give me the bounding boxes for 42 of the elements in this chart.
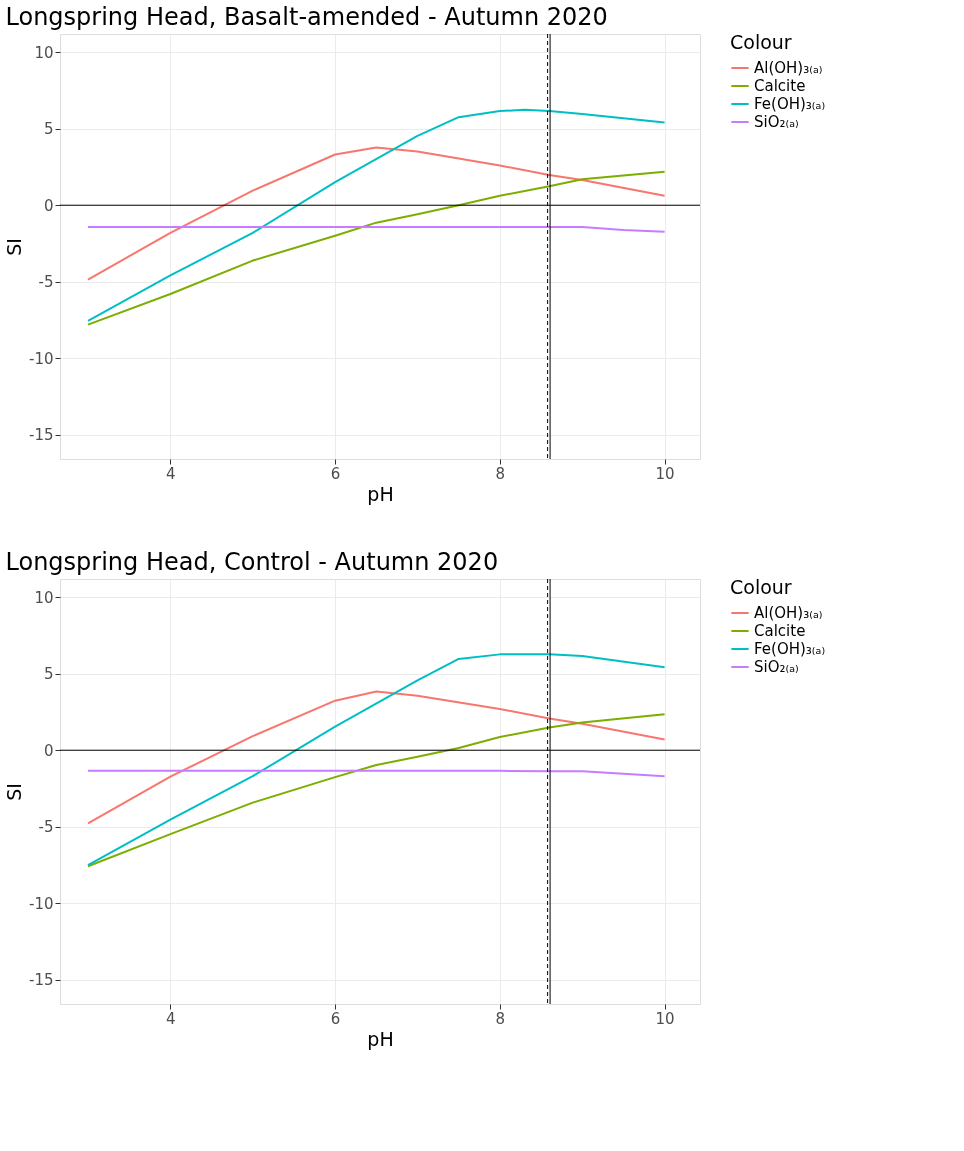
x-axis-title: pH — [367, 482, 394, 505]
legend-label: Calcite — [754, 77, 806, 95]
x-tick-label: 10 — [655, 464, 675, 483]
legend-title: Colour — [730, 576, 792, 598]
line-series — [87, 690, 666, 825]
line-series — [87, 108, 666, 322]
y-tick-label: 5 — [43, 665, 54, 684]
x-axis-title: pH — [367, 1027, 394, 1050]
line-series — [87, 713, 666, 868]
legend-label: SiO₂₍ₐ₎ — [754, 658, 799, 676]
y-tick-label: -5 — [38, 273, 54, 292]
y-axis-title: SI — [3, 238, 25, 256]
y-tick-label: 5 — [43, 120, 54, 139]
x-tick-label: 4 — [166, 1009, 176, 1028]
x-tick-label: 8 — [495, 464, 506, 483]
legend-label: Al(OH)₃₍ₐ₎ — [754, 604, 823, 622]
legend-label: Calcite — [754, 622, 806, 640]
y-tick-label: 0 — [43, 741, 54, 760]
y-tick-label: -15 — [29, 971, 54, 990]
x-tick-label: 4 — [166, 464, 176, 483]
x-tick-label: 10 — [655, 1009, 675, 1028]
x-tick-label: 6 — [330, 1009, 341, 1028]
legend-label: Al(OH)₃₍ₐ₎ — [754, 59, 823, 77]
legend-title: Colour — [730, 31, 792, 53]
line-series — [87, 653, 666, 867]
y-axis-title: SI — [3, 783, 25, 801]
chart-title: Longspring Head, Control - Autumn 2020 — [5, 547, 499, 576]
y-tick-label: 0 — [43, 196, 54, 215]
legend-label: Fe(OH)₃₍ₐ₎ — [754, 640, 826, 658]
y-tick-label: -5 — [38, 818, 54, 837]
x-tick-label: 6 — [330, 464, 341, 483]
y-tick-label: 10 — [34, 43, 54, 62]
y-tick-label: -10 — [29, 349, 54, 368]
y-tick-label: -15 — [29, 426, 54, 445]
legend-label: SiO₂₍ₐ₎ — [754, 113, 799, 131]
y-tick-label: -10 — [29, 894, 54, 913]
line-series — [87, 170, 666, 326]
x-tick-label: 8 — [495, 1009, 506, 1028]
chart-title: Longspring Head, Basalt-amended - Autumn 2020 — [5, 2, 608, 31]
y-tick-label: 10 — [34, 588, 54, 607]
legend-label: Fe(OH)₃₍ₐ₎ — [754, 95, 826, 113]
line-series — [87, 146, 666, 281]
